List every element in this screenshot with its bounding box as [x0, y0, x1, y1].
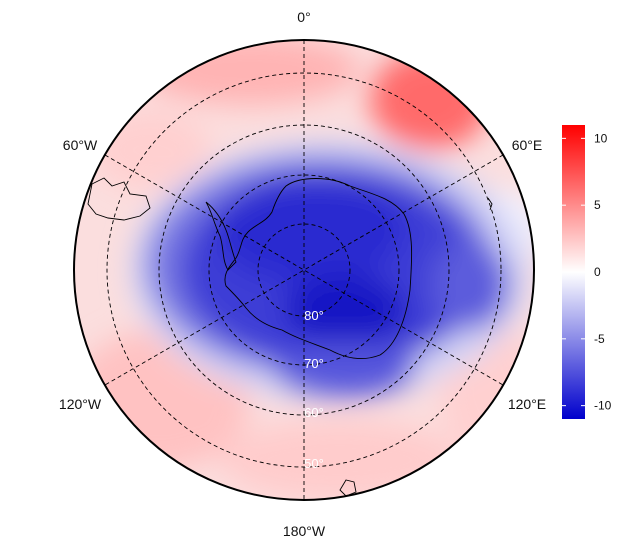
- colorbar-tick-label: 10: [594, 131, 608, 145]
- lat-circle-60: [158, 124, 450, 416]
- lon-label-lower-left: 120°W: [59, 396, 102, 412]
- map-border: [73, 39, 535, 501]
- graticule: [104, 40, 504, 500]
- lon-label-upper-left: 60°W: [63, 137, 98, 153]
- anomaly-field: [74, 40, 534, 500]
- colorbar-ramp: [562, 125, 585, 419]
- peninsula-coastline: [205, 201, 237, 271]
- colorbar-tick-label: -10: [594, 399, 612, 413]
- lat-label-60: 60°: [304, 405, 324, 420]
- island-coastline: [487, 197, 493, 211]
- colorbar: 10 5 0 -5 -10: [562, 125, 612, 419]
- new-zealand-coastline: [339, 479, 357, 497]
- coastlines: [87, 177, 493, 497]
- colorbar-tick-label: 0: [594, 265, 601, 279]
- lon-label-lower-right: 120°E: [508, 396, 546, 412]
- lon-label-bottom: 180°W: [283, 523, 326, 539]
- colorbar-tick-label: 5: [594, 198, 601, 212]
- antarctica-coastline: [224, 178, 413, 360]
- lon-label-top: 0°: [297, 9, 310, 25]
- lat-label-80: 80°: [304, 308, 324, 323]
- south-america-coastline: [87, 177, 151, 221]
- colorbar-tick-label: -5: [594, 332, 605, 346]
- lat-label-50: 50°: [304, 456, 324, 471]
- lat-label-70: 70°: [304, 356, 324, 371]
- lon-label-upper-right: 60°E: [512, 137, 543, 153]
